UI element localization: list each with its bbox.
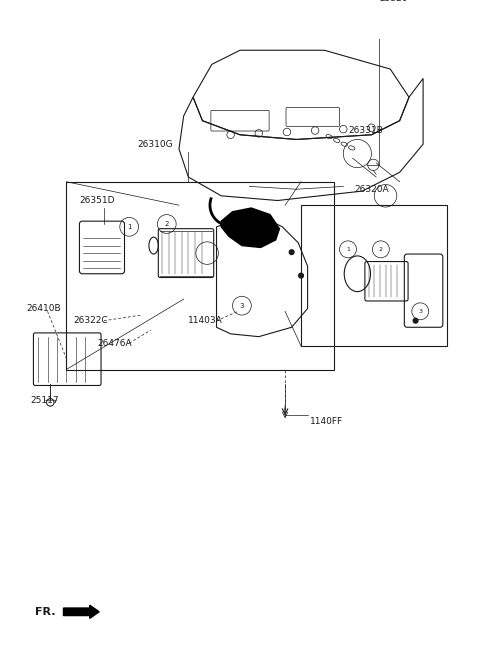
Text: 1: 1 [346,247,350,252]
Text: 11403A: 11403A [188,316,223,325]
Text: 25117: 25117 [30,396,59,405]
Text: 26320A: 26320A [355,185,389,194]
Text: 26310G: 26310G [138,140,173,149]
Text: 1140FF: 1140FF [311,416,344,426]
Bar [66,182,334,369]
Circle shape [413,318,418,323]
Text: 26410B: 26410B [26,304,60,313]
Circle shape [252,228,256,233]
FancyArrow shape [63,605,99,618]
Text: 2: 2 [165,221,169,227]
Circle shape [271,231,275,236]
Text: 26322C: 26322C [73,316,108,325]
Circle shape [299,273,303,278]
Text: 1: 1 [127,224,132,230]
Text: 2: 2 [379,247,383,252]
Text: 3: 3 [418,308,422,314]
Text: 26476A: 26476A [97,339,132,348]
Text: 26351D: 26351D [80,196,115,205]
Text: 25320: 25320 [379,0,408,3]
Text: 3: 3 [240,303,244,308]
Polygon shape [221,208,279,248]
Bar [301,205,446,346]
Circle shape [289,250,294,254]
Text: FR.: FR. [36,607,56,617]
Text: 26331B: 26331B [348,126,383,134]
